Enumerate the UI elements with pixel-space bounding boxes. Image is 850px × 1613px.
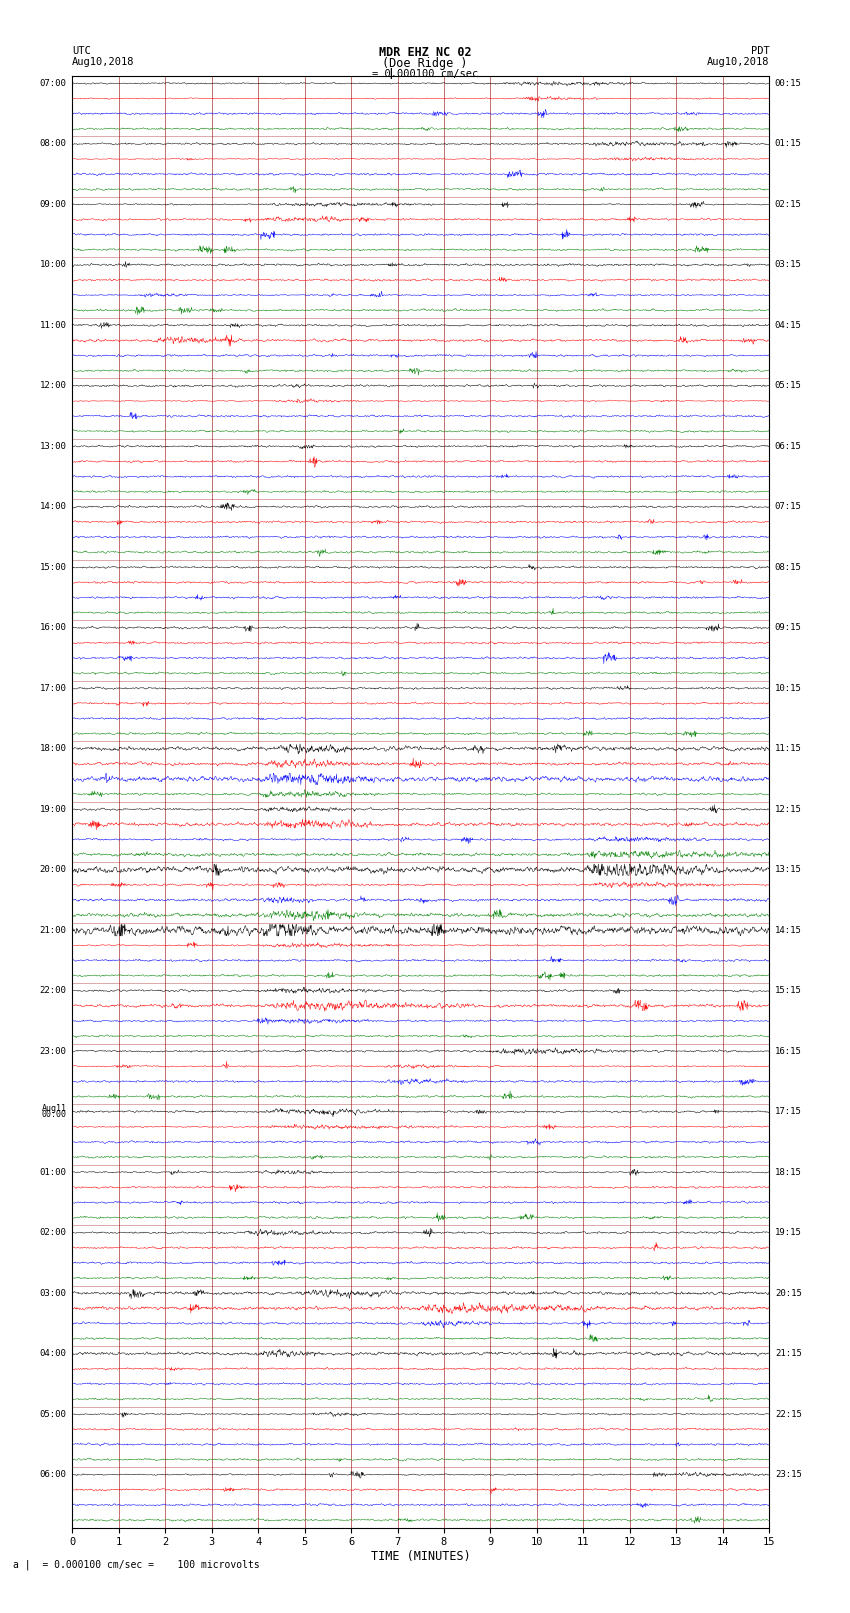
Text: 23:15: 23:15: [775, 1469, 802, 1479]
Text: |: |: [388, 68, 394, 79]
Text: 00:15: 00:15: [775, 79, 802, 87]
Text: 15:15: 15:15: [775, 986, 802, 995]
Text: 02:00: 02:00: [40, 1227, 66, 1237]
Text: 20:00: 20:00: [40, 865, 66, 874]
Text: 17:00: 17:00: [40, 684, 66, 692]
Text: 09:15: 09:15: [775, 623, 802, 632]
Text: 14:15: 14:15: [775, 926, 802, 934]
Text: 04:00: 04:00: [40, 1348, 66, 1358]
Text: 23:00: 23:00: [40, 1047, 66, 1055]
Text: 07:00: 07:00: [40, 79, 66, 87]
Text: 16:15: 16:15: [775, 1047, 802, 1055]
Text: MDR EHZ NC 02: MDR EHZ NC 02: [379, 45, 471, 60]
Text: 01:00: 01:00: [40, 1168, 66, 1176]
Text: 10:00: 10:00: [40, 260, 66, 269]
Text: 10:15: 10:15: [775, 684, 802, 692]
Text: 12:00: 12:00: [40, 381, 66, 390]
Text: 15:00: 15:00: [40, 563, 66, 571]
Text: 14:00: 14:00: [40, 502, 66, 511]
Text: 12:15: 12:15: [775, 805, 802, 813]
Text: 18:00: 18:00: [40, 744, 66, 753]
Text: (Doe Ridge ): (Doe Ridge ): [382, 58, 468, 71]
Text: 20:15: 20:15: [775, 1289, 802, 1297]
Text: 21:15: 21:15: [775, 1348, 802, 1358]
Text: 19:15: 19:15: [775, 1227, 802, 1237]
Text: 11:15: 11:15: [775, 744, 802, 753]
X-axis label: TIME (MINUTES): TIME (MINUTES): [371, 1550, 471, 1563]
Text: 19:00: 19:00: [40, 805, 66, 813]
Text: 07:15: 07:15: [775, 502, 802, 511]
Text: 18:15: 18:15: [775, 1168, 802, 1176]
Text: 17:15: 17:15: [775, 1107, 802, 1116]
Text: 04:15: 04:15: [775, 321, 802, 329]
Text: 06:00: 06:00: [40, 1469, 66, 1479]
Text: 05:15: 05:15: [775, 381, 802, 390]
Text: 01:15: 01:15: [775, 139, 802, 148]
Text: 05:00: 05:00: [40, 1410, 66, 1418]
Text: 06:15: 06:15: [775, 442, 802, 450]
Text: = 0.000100 cm/sec: = 0.000100 cm/sec: [371, 69, 478, 79]
Text: 22:00: 22:00: [40, 986, 66, 995]
Text: 09:00: 09:00: [40, 200, 66, 208]
Text: 21:00: 21:00: [40, 926, 66, 934]
Text: 22:15: 22:15: [775, 1410, 802, 1418]
Text: Aug10,2018: Aug10,2018: [72, 58, 135, 68]
Text: 11:00: 11:00: [40, 321, 66, 329]
Text: 16:00: 16:00: [40, 623, 66, 632]
Text: PDT: PDT: [751, 45, 769, 56]
Text: a |  = 0.000100 cm/sec =    100 microvolts: a | = 0.000100 cm/sec = 100 microvolts: [13, 1560, 259, 1571]
Text: 08:00: 08:00: [40, 139, 66, 148]
Text: 13:00: 13:00: [40, 442, 66, 450]
Text: 03:00: 03:00: [40, 1289, 66, 1297]
Text: 13:15: 13:15: [775, 865, 802, 874]
Text: 03:15: 03:15: [775, 260, 802, 269]
Text: 08:15: 08:15: [775, 563, 802, 571]
Text: Aug10,2018: Aug10,2018: [706, 58, 769, 68]
Text: UTC: UTC: [72, 45, 91, 56]
Text: 02:15: 02:15: [775, 200, 802, 208]
Text: 00:00: 00:00: [42, 1110, 66, 1119]
Text: Aug11: Aug11: [42, 1105, 66, 1113]
